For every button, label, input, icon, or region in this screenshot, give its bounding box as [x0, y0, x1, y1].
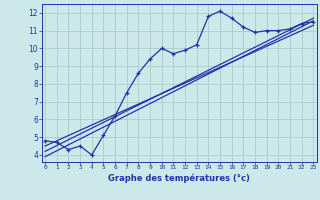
X-axis label: Graphe des températures (°c): Graphe des températures (°c) [108, 173, 250, 183]
